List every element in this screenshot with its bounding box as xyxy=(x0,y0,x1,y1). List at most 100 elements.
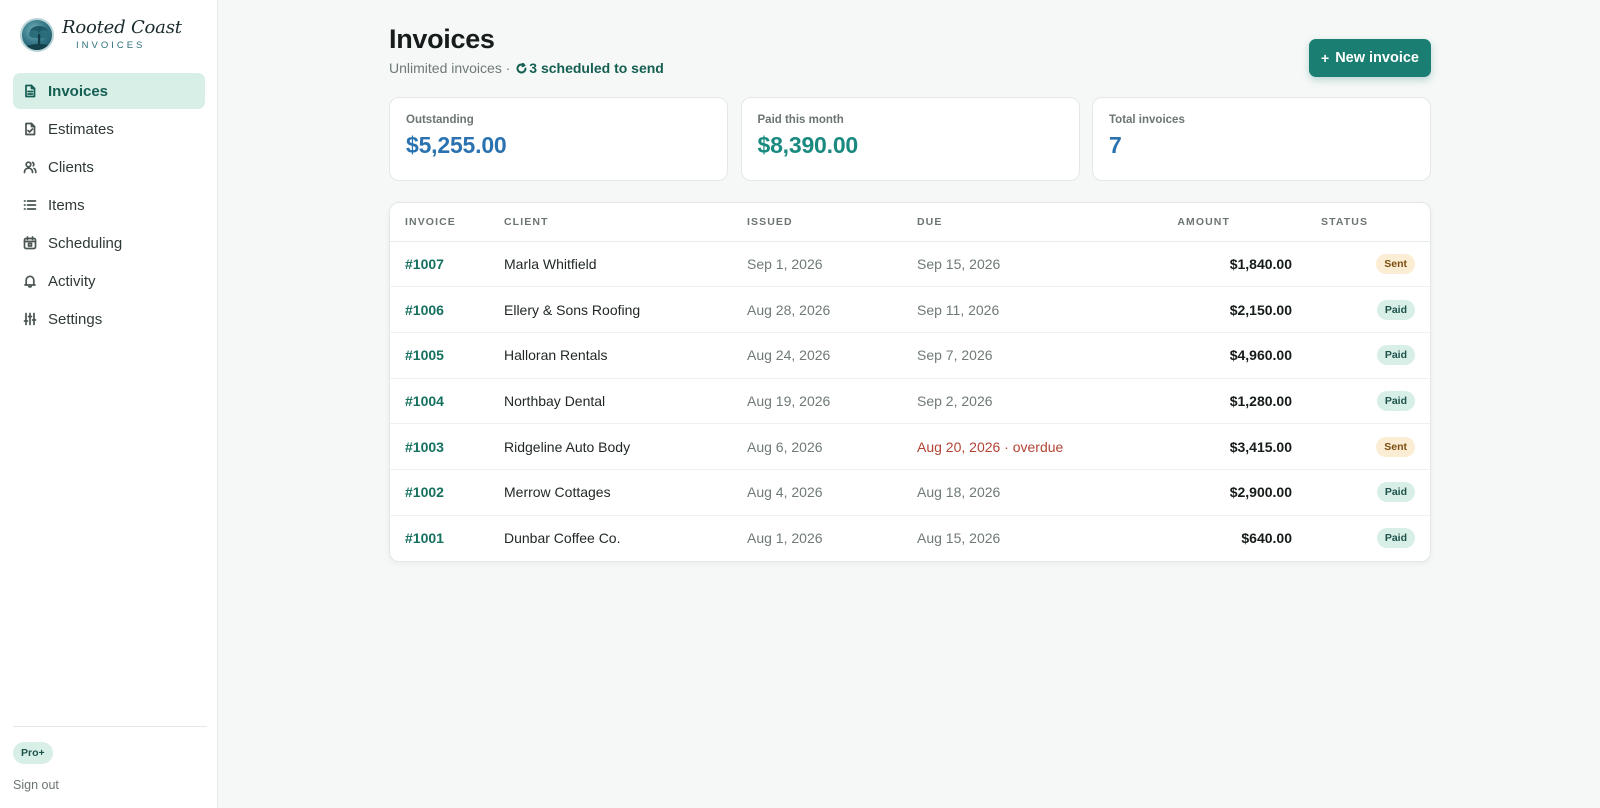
issued-date: Aug 1, 2026 xyxy=(747,530,823,547)
stat-label: Paid this month xyxy=(757,114,844,126)
sidebar-item-label: Clients xyxy=(48,158,94,176)
sidebar-footer: Pro+ Sign out xyxy=(13,726,207,808)
column-header-client[interactable]: CLIENT xyxy=(504,203,747,242)
issued-date: Aug 24, 2026 xyxy=(747,332,917,379)
stat-card-total-invoices: Total invoices 7 xyxy=(1092,97,1431,181)
sidebar-item-label: Items xyxy=(48,196,85,214)
status-badge: Sent xyxy=(1376,253,1415,274)
invoice-number-link[interactable]: #1007 xyxy=(405,255,444,272)
client-name: Merrow Cottages xyxy=(504,469,747,516)
divider xyxy=(13,726,207,727)
status-badge: Paid xyxy=(1376,482,1415,503)
status-badge: Paid xyxy=(1376,390,1415,411)
invoice-number-link[interactable]: #1005 xyxy=(405,347,444,364)
status-badge: Paid xyxy=(1376,528,1415,549)
sidebar: Rooted Coast INVOICES Invoices Estimates… xyxy=(0,0,218,808)
amount: $1,840.00 xyxy=(1229,255,1292,272)
table-row[interactable]: #1003 Ridgeline Auto Body Aug 6, 2026 Au… xyxy=(390,423,1430,470)
amount: $3,415.00 xyxy=(1229,438,1292,455)
brand[interactable]: Rooted Coast INVOICES xyxy=(20,18,182,52)
amount: $4,960.00 xyxy=(1229,347,1292,364)
plan-badge: Pro+ xyxy=(13,742,53,764)
table-row[interactable]: #1004 Northbay Dental Aug 19, 2026 Sep 2… xyxy=(390,378,1430,425)
table-row[interactable]: #1002 Merrow Cottages Aug 4, 2026 Aug 18… xyxy=(390,469,1430,516)
column-header-issued[interactable]: ISSUED xyxy=(747,203,917,242)
table-row[interactable]: #1006 Ellery & Sons Roofing Aug 28, 2026… xyxy=(390,286,1430,333)
issued-date: Aug 6, 2026 xyxy=(747,423,917,470)
sidebar-item-clients[interactable]: Clients xyxy=(13,149,205,185)
tree-logo-icon xyxy=(20,18,54,52)
file-check-icon xyxy=(23,122,37,136)
issued-date: Aug 19, 2026 xyxy=(747,378,917,425)
stat-label: Outstanding xyxy=(406,114,474,126)
table-header-row: INVOICE CLIENT ISSUED DUE AMOUNT STATUS xyxy=(390,203,1430,242)
due-date: Sep 2, 2026 xyxy=(917,378,1127,425)
invoice-number-link[interactable]: #1003 xyxy=(405,438,444,455)
client-name: Halloran Rentals xyxy=(504,332,747,379)
due-date: Sep 11, 2026 xyxy=(917,286,1127,333)
status-badge: Paid xyxy=(1376,345,1415,366)
calendar-icon xyxy=(23,236,37,250)
issued-date: Aug 28, 2026 xyxy=(747,286,917,333)
due-date: Sep 15, 2026 xyxy=(917,241,1127,288)
sidebar-item-label: Estimates xyxy=(48,120,114,138)
page-subtitle: Unlimited invoices · 3 scheduled to send xyxy=(389,60,664,76)
sidebar-item-activity[interactable]: Activity xyxy=(13,263,205,299)
due-date: Aug 18, 2026 xyxy=(917,469,1127,516)
file-icon xyxy=(23,84,37,98)
due-date: Sep 7, 2026 xyxy=(917,332,1127,379)
table-row[interactable]: #1007 Marla Whitfield Sep 1, 2026 Sep 15… xyxy=(390,241,1430,288)
sidebar-item-scheduling[interactable]: Scheduling xyxy=(13,225,205,261)
due-date: Aug 20, 2026 · overdue xyxy=(917,423,1127,470)
sidebar-item-estimates[interactable]: Estimates xyxy=(13,111,205,147)
issued-date: Aug 4, 2026 xyxy=(747,469,917,516)
sidebar-item-items[interactable]: Items xyxy=(13,187,205,223)
stat-card-paid-this-month: Paid this month $8,390.00 xyxy=(740,97,1080,181)
sidebar-item-label: Activity xyxy=(48,272,96,290)
new-invoice-label: New invoice xyxy=(1335,50,1419,66)
stat-value: 7 xyxy=(1109,132,1122,158)
sidebar-item-label: Scheduling xyxy=(48,234,123,252)
due-date: Aug 15, 2026 xyxy=(917,530,1001,547)
status-badge: Sent xyxy=(1376,436,1415,457)
invoices-table: INVOICE CLIENT ISSUED DUE AMOUNT STATUS … xyxy=(389,202,1431,562)
amount: $640.00 xyxy=(1241,530,1292,547)
sidebar-item-invoices[interactable]: Invoices xyxy=(13,73,205,109)
stat-value: $5,255.00 xyxy=(406,132,507,158)
scheduled-count[interactable]: 3 scheduled to send xyxy=(529,60,664,76)
amount: $1,280.00 xyxy=(1229,392,1292,409)
stat-card-outstanding: Outstanding $5,255.00 xyxy=(389,97,728,181)
invoice-number-link[interactable]: #1002 xyxy=(405,484,444,501)
sidebar-item-label: Invoices xyxy=(48,82,109,100)
plus-icon: + xyxy=(1321,50,1330,66)
sidebar-item-label: Settings xyxy=(48,310,103,328)
table-row[interactable]: #1005 Halloran Rentals Aug 24, 2026 Sep … xyxy=(390,332,1430,379)
column-header-amount[interactable]: AMOUNT xyxy=(1127,203,1292,242)
new-invoice-button[interactable]: + New invoice xyxy=(1309,39,1431,77)
bell-icon xyxy=(23,274,37,288)
client-name: Marla Whitfield xyxy=(504,241,747,288)
brand-name: Rooted Coast xyxy=(62,17,182,38)
sign-out-link[interactable]: Sign out xyxy=(13,778,59,792)
amount: $2,900.00 xyxy=(1229,484,1292,501)
sidebar-nav: Invoices Estimates Clients Items Schedul… xyxy=(13,73,205,339)
column-header-status[interactable]: STATUS xyxy=(1292,203,1430,242)
column-header-invoice[interactable]: INVOICE xyxy=(390,203,504,242)
brand-subtitle: INVOICES xyxy=(76,40,146,51)
client-name: Northbay Dental xyxy=(504,378,747,425)
invoice-number-link[interactable]: #1001 xyxy=(405,530,444,547)
sidebar-item-settings[interactable]: Settings xyxy=(13,301,205,337)
sliders-icon xyxy=(23,312,37,326)
page-title: Invoices xyxy=(389,24,495,54)
list-icon xyxy=(23,198,37,212)
invoice-number-link[interactable]: #1006 xyxy=(405,301,444,318)
invoice-number-link[interactable]: #1004 xyxy=(405,392,444,409)
client-name: Ridgeline Auto Body xyxy=(504,423,747,470)
client-name: Ellery & Sons Roofing xyxy=(504,286,747,333)
table-row[interactable]: #1001 Dunbar Coffee Co. Aug 1, 2026 Aug … xyxy=(390,515,1430,561)
column-header-due[interactable]: DUE xyxy=(917,203,1127,242)
stat-value: $8,390.00 xyxy=(757,132,859,158)
status-badge: Paid xyxy=(1376,299,1415,320)
users-icon xyxy=(23,160,37,174)
refresh-icon xyxy=(516,61,527,74)
